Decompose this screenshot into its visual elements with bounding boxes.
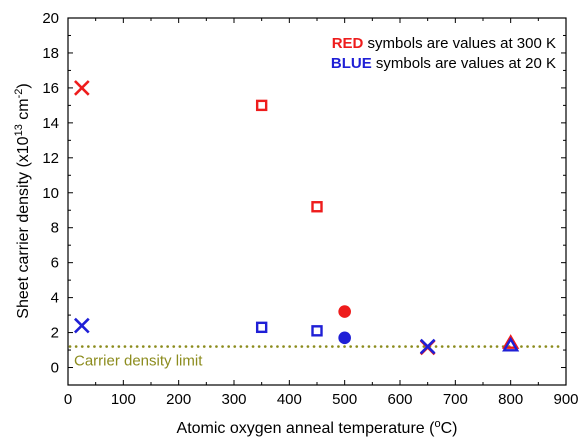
y-tick-label-6: 12 bbox=[42, 150, 59, 167]
y-tick-label-3: 6 bbox=[51, 255, 59, 272]
y-tick-label-8: 16 bbox=[42, 80, 59, 97]
x-tick-label-7: 700 bbox=[443, 391, 468, 408]
x-tick-label-9: 900 bbox=[553, 391, 578, 408]
x-axis-title-prefix: Atomic oxygen anneal temperature ( bbox=[177, 420, 436, 437]
point-s0-0-stroke-b bbox=[73, 80, 90, 96]
y-axis-title-suffix: ) bbox=[15, 83, 32, 88]
x-tick-label-5: 500 bbox=[332, 391, 357, 408]
point-s0-0-x-marker bbox=[73, 80, 90, 96]
legend-red-text: symbols are values at 300 K bbox=[363, 35, 556, 52]
point-s1-0-x-marker bbox=[73, 317, 90, 334]
y-tick-label-4: 8 bbox=[51, 220, 59, 237]
x-axis-title-suffix: C) bbox=[441, 420, 458, 437]
point-s0-1-square-marker bbox=[255, 99, 268, 112]
y-tick-label-0: 0 bbox=[51, 360, 59, 377]
x-tick-label-6: 600 bbox=[387, 391, 412, 408]
point-s1-3-circle-marker bbox=[338, 331, 351, 345]
x-tick-label-1: 100 bbox=[111, 391, 136, 408]
point-s1-2-square-marker bbox=[311, 325, 323, 337]
x-tick-label-3: 300 bbox=[221, 391, 246, 408]
x-tick-label-8: 800 bbox=[498, 391, 523, 408]
y-tick-label-2: 4 bbox=[51, 290, 59, 307]
y-tick-label-10: 20 bbox=[42, 10, 59, 27]
x-axis-title: Atomic oxygen anneal temperature (oC) bbox=[177, 418, 458, 437]
point-s1-5-triangle-marker bbox=[502, 336, 520, 352]
y-axis-ticks: 0 2 4 6 8 10 12 14 16 18 20 bbox=[42, 10, 566, 386]
point-s0-5-triangle-marker bbox=[502, 334, 520, 349]
y-axis-title-prefix: Sheet carrier density (x10 bbox=[15, 136, 32, 318]
x-tick-label-0: 0 bbox=[64, 391, 72, 408]
legend-entry-blue: BLUE symbols are values at 20 K bbox=[331, 55, 556, 72]
point-s1-0-stroke-b bbox=[73, 317, 90, 334]
point-s1-4-stroke-b bbox=[419, 338, 436, 355]
data-markers bbox=[73, 80, 520, 356]
y-tick-label-7: 14 bbox=[42, 115, 59, 132]
carrier-density-limit-label: Carrier density limit bbox=[74, 353, 203, 370]
y-tick-label-9: 18 bbox=[42, 45, 59, 62]
point-s1-4-x-marker bbox=[419, 338, 436, 355]
point-s1-1-square-marker bbox=[255, 321, 268, 334]
x-axis-ticks: 0 100 200 300 400 500 600 700 800 900 bbox=[64, 18, 579, 408]
y-axis-title: Sheet carrier density (x1013 cm-2) bbox=[13, 83, 32, 318]
x-tick-label-2: 200 bbox=[166, 391, 191, 408]
reference-line-group: Carrier density limit bbox=[68, 345, 566, 370]
y-tick-label-1: 2 bbox=[51, 325, 59, 342]
x-tick-label-4: 400 bbox=[277, 391, 302, 408]
point-s0-2-square-marker bbox=[311, 201, 323, 213]
y-axis-title-superscript-2: -2 bbox=[13, 89, 25, 99]
y-tick-label-5: 10 bbox=[42, 185, 59, 202]
legend-blue-text: symbols are values at 20 K bbox=[372, 55, 556, 72]
y-axis-title-middle: cm bbox=[15, 98, 32, 124]
legend-entry-red: RED symbols are values at 300 K bbox=[332, 35, 556, 52]
x-axis-title-superscript: o bbox=[434, 418, 440, 430]
y-axis-title-superscript-1: 13 bbox=[13, 124, 25, 136]
point-s0-3-circle-marker bbox=[338, 305, 351, 318]
legend-red-keyword: RED bbox=[332, 35, 364, 52]
legend-blue-keyword: BLUE bbox=[331, 55, 372, 72]
